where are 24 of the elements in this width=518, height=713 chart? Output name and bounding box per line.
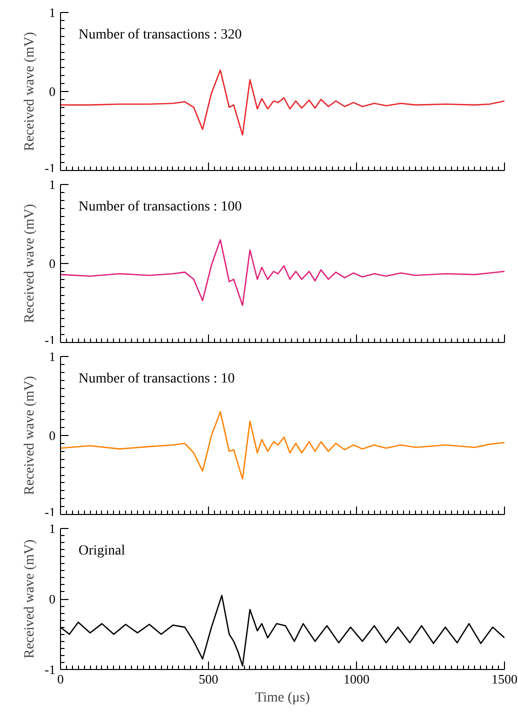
annotation: Number of transactions : 320	[78, 28, 242, 42]
y-tick-label: -1	[44, 662, 56, 677]
y-tick-label: 1	[49, 349, 56, 364]
x-tick-label: 1000	[344, 672, 370, 686]
y-tick-label: 1	[49, 521, 56, 536]
annotation: Number of transactions : 100	[78, 200, 242, 214]
x-tick-label: 500	[198, 672, 218, 686]
line-series	[60, 239, 504, 306]
y-tick-label: 0	[49, 84, 56, 99]
y-tick-label: 1	[49, 177, 56, 192]
x-axis-title: Time (μs)	[255, 690, 310, 706]
y-axis-title: Received wave (mV)	[22, 204, 38, 323]
line-series	[60, 70, 504, 136]
annotation: Number of transactions : 10	[78, 372, 235, 386]
x-tick-label: 1500	[492, 672, 518, 686]
y-tick-label: 0	[49, 256, 56, 271]
y-axis-title: Received wave (mV)	[22, 539, 38, 658]
y-tick-label: 1	[49, 5, 56, 20]
annotation: Original	[78, 544, 126, 558]
y-axis-title: Received wave (mV)	[22, 32, 38, 151]
line-series	[60, 411, 504, 480]
y-tick-label: 0	[49, 428, 56, 443]
y-tick-label: 0	[49, 592, 56, 606]
y-axis-title: Received wave (mV)	[22, 376, 38, 495]
